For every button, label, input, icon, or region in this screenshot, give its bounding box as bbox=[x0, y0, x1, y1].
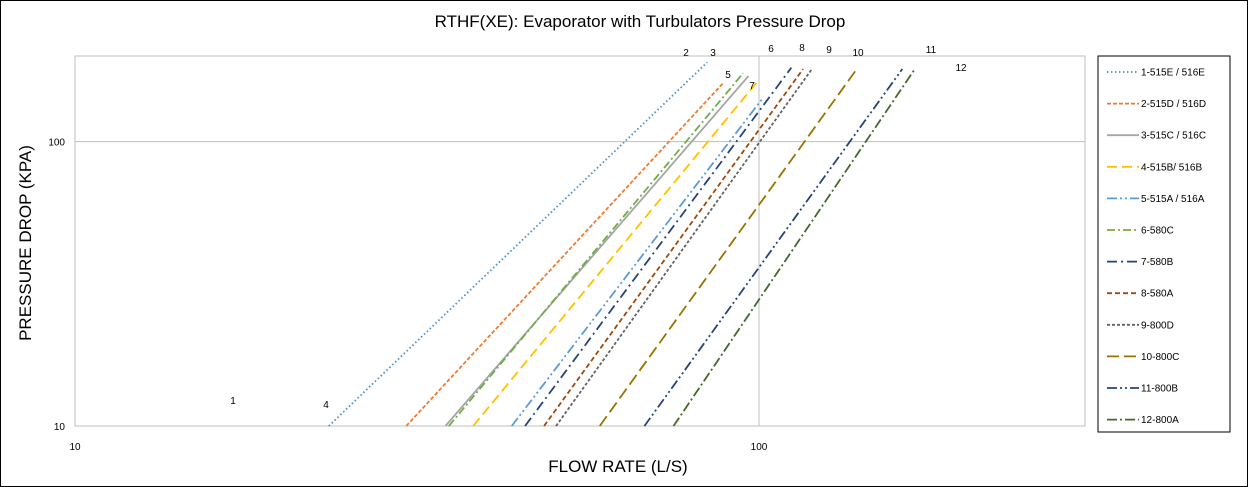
legend-entry-12: 12-800A bbox=[1141, 415, 1179, 426]
chart-title: RTHF(XE): Evaporator with Turbulators Pr… bbox=[435, 12, 846, 31]
legend-entry-7: 7-580B bbox=[1141, 257, 1174, 268]
series-inline-label-6: 6 bbox=[768, 44, 774, 55]
series-inline-label-3: 3 bbox=[710, 48, 716, 59]
legend-box bbox=[1097, 55, 1231, 433]
legend-entry-2: 2-515D / 516D bbox=[1141, 99, 1206, 110]
legend-entry-3: 3-515C / 516C bbox=[1141, 131, 1206, 142]
series-inline-label-2: 2 bbox=[683, 48, 689, 59]
series-line-10 bbox=[599, 68, 858, 427]
legend-entry-8: 8-580A bbox=[1141, 289, 1174, 300]
series-line-1 bbox=[328, 61, 708, 427]
legend-entry-10: 10-800C bbox=[1141, 352, 1179, 363]
legend-entry-4: 4-515B/ 516B bbox=[1141, 162, 1202, 173]
y-axis-label: PRESSURE DROP (KPA) bbox=[16, 145, 35, 341]
series-inline-label-7: 7 bbox=[749, 81, 755, 92]
legend-entry-9: 9-800D bbox=[1141, 320, 1174, 331]
series-line-3 bbox=[444, 75, 750, 427]
plot-frame bbox=[74, 55, 1086, 427]
series-line-6 bbox=[448, 72, 744, 427]
x-tick-label: 100 bbox=[751, 442, 768, 453]
series-line-8 bbox=[543, 68, 804, 427]
series-line-11 bbox=[643, 68, 904, 427]
x-tick-label: 10 bbox=[69, 442, 81, 453]
series-inline-label-12: 12 bbox=[955, 63, 967, 74]
series-inline-label-1: 1 bbox=[230, 396, 236, 407]
legend-entry-1: 1-515E / 516E bbox=[1141, 68, 1205, 79]
series-inline-label-11: 11 bbox=[926, 45, 937, 56]
series-line-9 bbox=[555, 68, 813, 427]
series-inline-label-10: 10 bbox=[852, 48, 864, 59]
legend: 1-515E / 516E 2-515D / 516D 3-515C / 516C 4… bbox=[1097, 55, 1231, 433]
y-tick-label: 10 bbox=[54, 422, 66, 433]
y-tick-label: 100 bbox=[48, 138, 65, 149]
series-inline-label-8: 8 bbox=[799, 43, 805, 54]
legend-entry-6: 6-580C bbox=[1141, 226, 1174, 237]
series-inline-label-5: 5 bbox=[725, 70, 731, 81]
legend-entry-5: 5-515A / 516A bbox=[1141, 194, 1205, 205]
x-axis-label: FLOW RATE (L/S) bbox=[548, 457, 687, 476]
legend-entry-11: 11-800B bbox=[1141, 384, 1178, 395]
series-line-7 bbox=[524, 67, 793, 427]
series-inline-label-4: 4 bbox=[323, 400, 329, 411]
series-inline-label-9: 9 bbox=[826, 45, 832, 56]
